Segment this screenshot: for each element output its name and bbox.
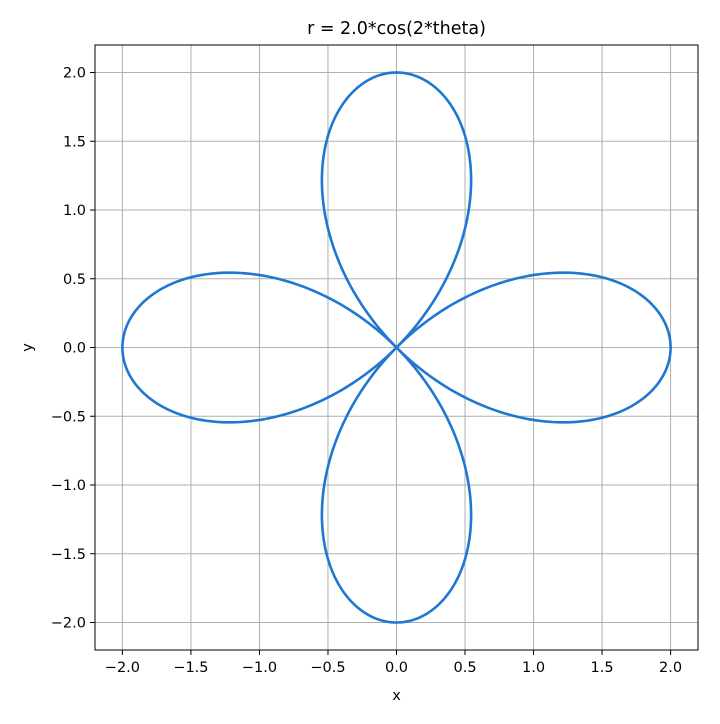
x-tick-label: 2.0 (659, 660, 682, 676)
y-tick-label: −1.0 (51, 478, 86, 494)
y-tick-label: −1.5 (51, 547, 86, 563)
y-tick-label: 1.0 (63, 203, 86, 219)
x-tick-label: 1.0 (522, 660, 545, 676)
ticks: −2.0 −1.5 −1.0 −0.5 0.0 0.5 1.0 1.5 2.0 −2.0 −1.5 −… (51, 66, 682, 677)
y-tick-label: −0.5 (51, 409, 86, 425)
x-tick-label: 0.5 (453, 660, 476, 676)
x-tick-label: −1.5 (173, 660, 208, 676)
x-tick-label: 1.5 (591, 660, 614, 676)
x-tick-label: −0.5 (310, 660, 345, 676)
x-tick-label: −2.0 (105, 660, 140, 676)
plot-area (121, 71, 672, 624)
rose-curve-line (121, 71, 672, 624)
y-tick-label: 0.5 (63, 272, 86, 288)
chart-title: r = 2.0*cos(2*theta) (307, 19, 486, 39)
y-tick-label: −2.0 (51, 616, 86, 632)
x-axis-label: x (392, 688, 401, 704)
y-tick-label: 2.0 (63, 66, 86, 82)
x-tick-label: 0.0 (385, 660, 408, 676)
x-tick-label: −1.0 (242, 660, 277, 676)
y-axis-label: y (20, 343, 36, 352)
y-tick-label: 1.5 (63, 134, 86, 150)
y-tick-label: 0.0 (63, 341, 86, 357)
